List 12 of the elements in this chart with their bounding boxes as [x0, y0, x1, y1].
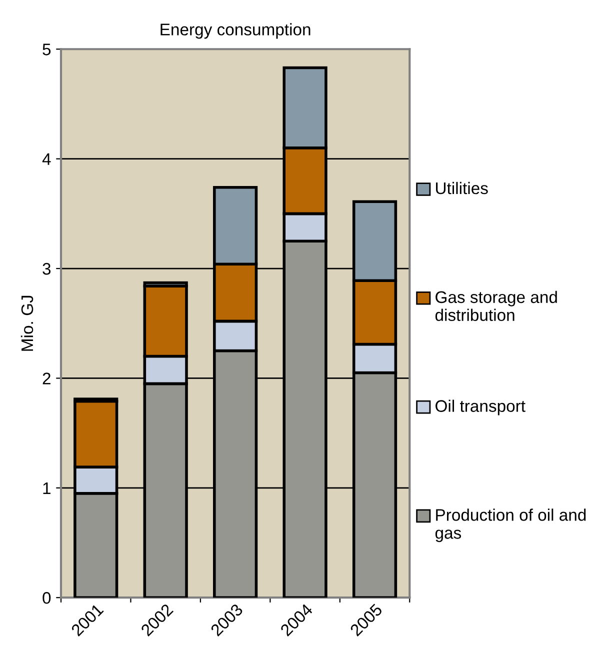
- legend-label: Oil transport: [436, 400, 526, 416]
- y-axis-title: Mio. GJ: [20, 296, 34, 351]
- y-tick-label: 1: [43, 482, 50, 494]
- legend-label: Production of oil and gas: [435, 508, 586, 542]
- y-tick-label: 4: [42, 153, 51, 165]
- chart-title: Energy consumption: [160, 23, 310, 39]
- y-tick-label: 5: [42, 44, 51, 56]
- legend-label: Gas storage and distribution: [435, 290, 557, 322]
- y-tick-label: 3: [42, 262, 51, 275]
- y-tick-label: 0: [42, 592, 51, 604]
- legend-label: Utilities: [436, 182, 488, 194]
- y-tick-label: 2: [42, 372, 50, 384]
